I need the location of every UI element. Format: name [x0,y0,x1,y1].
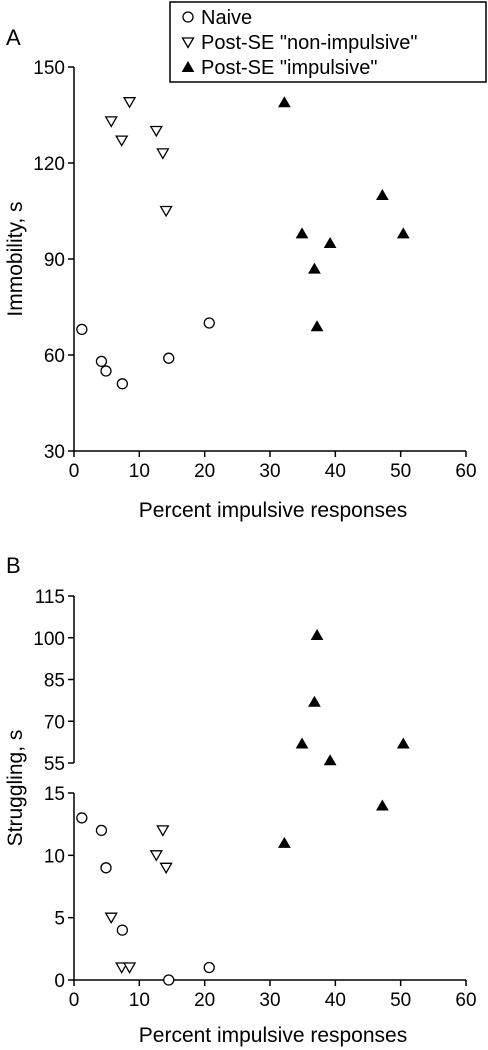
x-tick-label: 40 [325,990,346,1011]
y-axis-title: Struggling, s [4,730,27,847]
point-naive [163,352,175,364]
x-tick-label: 20 [194,990,215,1011]
point-non-impulsive [104,116,118,128]
y-tick-label: 150 [33,58,65,79]
legend-filled-triangle-up-icon [181,61,195,72]
x-tick-label: 30 [259,990,280,1011]
x-tick-label: 0 [69,990,80,1011]
panel-a: A Immobility, s Percent impulsive respon… [4,25,477,522]
legend-label: Post-SE "non-impulsive" [201,32,418,54]
point-naive [76,812,88,824]
x-tick-label: 40 [325,461,346,482]
point-impulsive [396,737,410,749]
y-tick-label: 10 [44,846,65,867]
y-tick-label: 60 [44,346,65,367]
x-tick-label: 30 [259,461,280,482]
axes: 30 60 90 120 150 0 10 20 30 40 50 60 [33,58,476,482]
y-tick-label: 90 [44,250,65,271]
panel-label: A [6,25,21,50]
legend-box [169,1,487,83]
y-tick-label: 30 [44,442,65,463]
legend-open-circle-icon [182,11,194,23]
legend-item-impulsive: Post-SE "impulsive" [181,57,377,79]
x-tick-label: 10 [129,990,150,1011]
y-tick-label: 85 [44,671,65,692]
axes: 55 70 85 100 115 0 5 10 15 0 10 20 30 40 50 60 [33,587,476,1011]
y-axis-title: Immobility, s [4,201,27,316]
panel-label: B [6,553,21,578]
y-tick-label: 115 [35,587,65,608]
y-tick-label: 5 [54,909,65,930]
y-tick-label: 55 [44,754,65,775]
point-non-impulsive [104,912,118,924]
y-tick-label: 15 [44,784,65,805]
y-tick-label: 0 [54,971,65,992]
point-naive [100,862,112,874]
point-naive [100,365,112,377]
point-impulsive [310,320,324,332]
x-axis-title: Percent impulsive responses [139,499,407,522]
point-naive [203,961,215,974]
point-non-impulsive [149,125,163,138]
legend-open-triangle-down-icon [181,37,195,49]
point-non-impulsive [156,148,170,160]
point-non-impulsive [115,962,129,974]
point-impulsive [323,754,337,766]
point-naive [116,378,128,390]
y-tick-label: 100 [33,629,65,650]
x-tick-label: 60 [455,990,476,1011]
point-non-impulsive [122,962,137,974]
point-non-impulsive [122,97,137,109]
point-non-impulsive [159,862,173,875]
legend-item-non-impulsive: Post-SE "non-impulsive" [181,32,418,54]
legend: Naive Post-SE "non-impulsive" Post-SE "i… [169,1,487,83]
point-naive [76,323,88,336]
point-impulsive [295,737,309,749]
point-impulsive [278,836,291,848]
point-impulsive [376,189,389,200]
point-impulsive [396,227,410,239]
x-tick-label: 20 [194,461,215,482]
data-points [76,96,410,390]
x-tick-label: 10 [129,461,150,482]
panel-b: B Struggling, s Percent impulsive respon… [4,553,477,1047]
point-naive [203,317,215,329]
point-impulsive [323,237,337,248]
data-points [76,628,410,986]
point-impulsive [295,227,309,239]
point-impulsive [308,695,321,707]
point-naive [95,824,108,837]
point-naive [116,924,128,936]
y-tick-label: 120 [33,154,65,175]
point-non-impulsive [159,205,173,218]
x-tick-label: 0 [69,461,80,482]
legend-item-naive: Naive [182,7,252,29]
point-impulsive [308,262,321,274]
point-non-impulsive [115,135,129,147]
point-impulsive [310,628,324,640]
point-naive [95,355,108,368]
point-non-impulsive [156,825,170,837]
x-axis-title: Percent impulsive responses [139,1024,407,1047]
legend-label: Post-SE "impulsive" [201,57,377,79]
y-tick-label: 70 [44,712,65,733]
x-tick-label: 50 [390,461,411,482]
point-naive [163,974,175,986]
x-tick-label: 60 [455,461,476,482]
legend-label: Naive [201,7,252,29]
point-non-impulsive [149,850,163,862]
x-tick-label: 50 [390,990,411,1011]
point-impulsive [278,96,291,108]
point-impulsive [376,799,389,811]
